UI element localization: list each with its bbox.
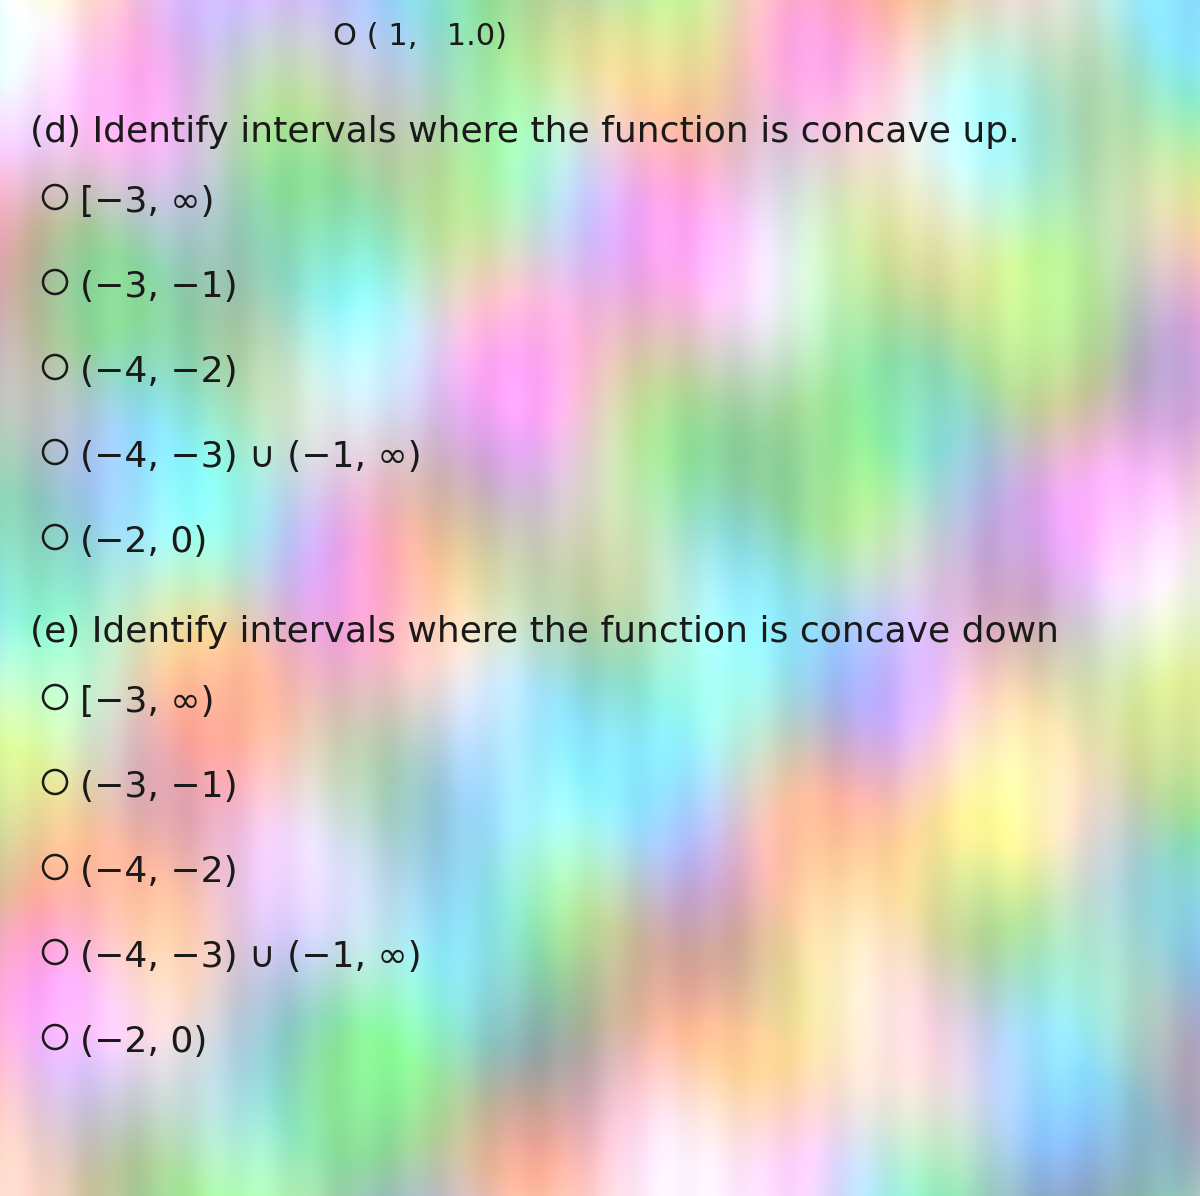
Text: (−4, −2): (−4, −2) — [80, 355, 238, 389]
Text: O ( 1,   1.0): O ( 1, 1.0) — [334, 22, 508, 51]
Text: (−4, −2): (−4, −2) — [80, 855, 238, 889]
Text: (−4, −3) ∪ (−1, ∞): (−4, −3) ∪ (−1, ∞) — [80, 440, 421, 474]
Text: (−3, −1): (−3, −1) — [80, 770, 238, 804]
Text: (e) Identify intervals where the function is concave down: (e) Identify intervals where the functio… — [30, 615, 1060, 649]
Text: (d) Identify intervals where the function is concave up.: (d) Identify intervals where the functio… — [30, 115, 1020, 150]
Text: [−3, ∞): [−3, ∞) — [80, 685, 215, 719]
Text: (−2, 0): (−2, 0) — [80, 1025, 208, 1058]
Text: [−3, ∞): [−3, ∞) — [80, 185, 215, 219]
Text: (−3, −1): (−3, −1) — [80, 270, 238, 304]
Text: (−2, 0): (−2, 0) — [80, 525, 208, 559]
Text: (−4, −3) ∪ (−1, ∞): (−4, −3) ∪ (−1, ∞) — [80, 940, 421, 974]
